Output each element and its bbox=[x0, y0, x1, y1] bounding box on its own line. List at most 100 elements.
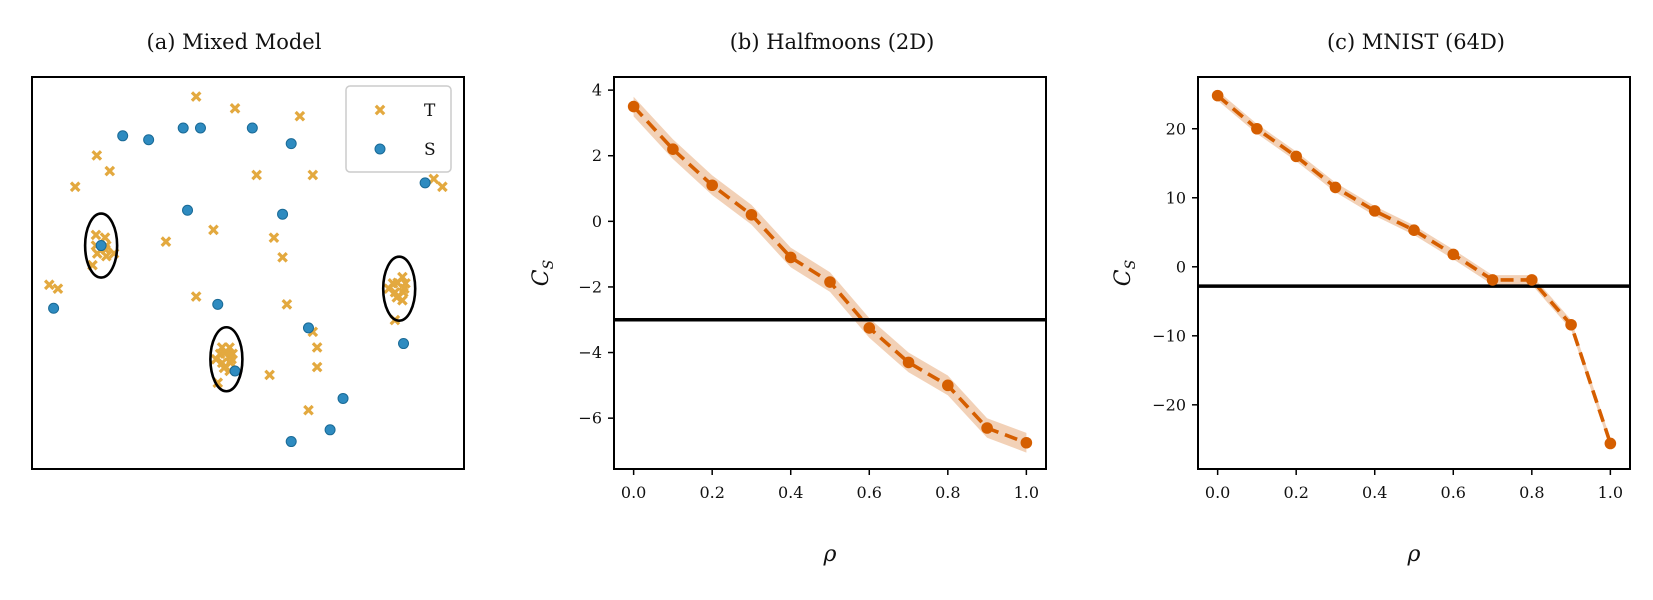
panel-b-plot bbox=[614, 96, 1046, 453]
y-tick-label: 0 bbox=[592, 212, 602, 231]
panel-c-ticks: 0.0 0.2 0.4 0.6 0.8 1.0 20 10 0 −10 −20 bbox=[1152, 119, 1623, 502]
legend-s-marker bbox=[374, 143, 386, 155]
s-point bbox=[143, 134, 155, 146]
panel-b-ylabel: CS bbox=[529, 260, 557, 286]
panel-b-xlabel: ρ bbox=[823, 542, 837, 567]
y-tick-label: 20 bbox=[1166, 119, 1186, 138]
panel-b-ylabel-sub: S bbox=[541, 260, 557, 270]
panel-b-ticks: 0.0 0.2 0.4 0.6 0.8 1.0 4 2 0 −2 −4 −6 bbox=[578, 81, 1039, 502]
s-point bbox=[117, 130, 129, 142]
panel-c-ylabel-main: C bbox=[1111, 269, 1136, 286]
s-point bbox=[246, 122, 258, 134]
data-point bbox=[627, 100, 640, 113]
s-point bbox=[182, 204, 194, 216]
s-point bbox=[95, 240, 107, 252]
t-point bbox=[160, 236, 172, 247]
cluster-2-t-point bbox=[398, 286, 409, 298]
y-tick-label: −20 bbox=[1152, 395, 1186, 414]
panel-c-title: (c) MNIST (64D) bbox=[1327, 30, 1505, 54]
t-point bbox=[104, 165, 116, 177]
t-point bbox=[264, 369, 275, 381]
panel-a-title: (a) Mixed Model bbox=[147, 30, 322, 54]
s-point bbox=[337, 392, 349, 404]
t-point bbox=[190, 91, 202, 102]
t-point bbox=[268, 232, 280, 244]
cluster-ring bbox=[83, 212, 119, 279]
legend-t-x-icon bbox=[374, 104, 386, 116]
x-tick-label: 0.0 bbox=[621, 483, 646, 502]
s-point bbox=[419, 177, 431, 189]
s-point bbox=[229, 365, 241, 377]
data-point bbox=[1368, 205, 1381, 217]
data-point bbox=[824, 276, 836, 288]
s-point bbox=[212, 298, 224, 310]
t-point bbox=[251, 169, 262, 181]
cluster-0-t-point bbox=[90, 229, 102, 241]
t-point bbox=[294, 110, 306, 122]
x-tick-label: 0.8 bbox=[935, 483, 960, 502]
y-tick-label: −6 bbox=[578, 409, 602, 428]
t-point bbox=[428, 173, 440, 185]
x-tick-label: 0.8 bbox=[1519, 483, 1544, 502]
t-point bbox=[437, 181, 448, 193]
t-point bbox=[225, 349, 237, 361]
s-point bbox=[324, 424, 336, 436]
series-s-points bbox=[48, 122, 431, 448]
panel-b-title: (b) Halfmoons (2D) bbox=[730, 30, 935, 54]
s-point bbox=[194, 122, 206, 134]
legend-box bbox=[345, 85, 452, 173]
t-point bbox=[303, 404, 314, 416]
y-tick-label: 10 bbox=[1166, 188, 1186, 207]
series-t-points bbox=[43, 91, 448, 416]
s-point bbox=[398, 338, 410, 350]
t-point bbox=[69, 181, 81, 193]
x-tick-label: 0.2 bbox=[1283, 483, 1308, 502]
panel-c-ylabel-sub: S bbox=[1123, 260, 1139, 270]
panel-mixed-model: (a) Mixed Model T S bbox=[31, 30, 465, 470]
legend: T S bbox=[345, 85, 452, 173]
t-point bbox=[190, 291, 202, 302]
y-tick-label: 4 bbox=[592, 81, 602, 100]
t-point bbox=[216, 342, 228, 353]
panel-c-xlabel: ρ bbox=[1407, 542, 1421, 567]
s-point bbox=[48, 302, 60, 314]
s-point bbox=[285, 436, 297, 448]
s-point bbox=[177, 122, 189, 134]
t-point bbox=[307, 169, 319, 181]
uncertainty-band bbox=[1217, 90, 1611, 449]
panel-b-ylabel-main: C bbox=[529, 269, 554, 286]
data-point bbox=[667, 143, 679, 155]
x-tick-label: 1.0 bbox=[1598, 483, 1623, 502]
y-tick-label: −10 bbox=[1152, 326, 1186, 345]
t-point bbox=[229, 103, 241, 114]
t-point bbox=[281, 299, 293, 310]
data-point bbox=[863, 322, 876, 334]
s-point bbox=[285, 138, 297, 150]
cluster-rings bbox=[83, 212, 417, 393]
data-point bbox=[1329, 181, 1342, 194]
panel-c-ylabel: CS bbox=[1111, 260, 1139, 286]
panel-c-plot bbox=[1198, 89, 1630, 450]
panel-b-frame bbox=[613, 76, 1047, 470]
y-tick-label: 2 bbox=[592, 146, 602, 165]
data-point bbox=[1020, 436, 1033, 449]
cluster-2-t-point bbox=[397, 294, 408, 306]
x-tick-label: 0.6 bbox=[1441, 483, 1466, 502]
panel-halfmoons: (b) Halfmoons (2D) 0.0 0.2 0.4 0.6 0.8 1.0420… bbox=[529, 30, 1047, 567]
data-point bbox=[1290, 150, 1302, 163]
legend-t-marker bbox=[374, 104, 386, 116]
data-point bbox=[1211, 89, 1224, 102]
y-tick-label: −2 bbox=[578, 277, 602, 296]
panel-a-frame bbox=[31, 76, 465, 470]
data-point bbox=[706, 179, 718, 192]
x-tick-label: 0.2 bbox=[699, 483, 724, 502]
uncertainty-band bbox=[633, 96, 1027, 453]
data-point bbox=[784, 251, 797, 264]
y-tick-label: 0 bbox=[1176, 257, 1186, 276]
data-point bbox=[1486, 274, 1499, 286]
panel-c-frame bbox=[1197, 76, 1631, 470]
panel-mnist: (c) MNIST (64D) 0.0 0.2 0.4 0.6 0.8 1.0 20 10 0 −… bbox=[1111, 30, 1631, 567]
t-point bbox=[91, 150, 103, 161]
x-tick-label: 1.0 bbox=[1014, 483, 1039, 502]
